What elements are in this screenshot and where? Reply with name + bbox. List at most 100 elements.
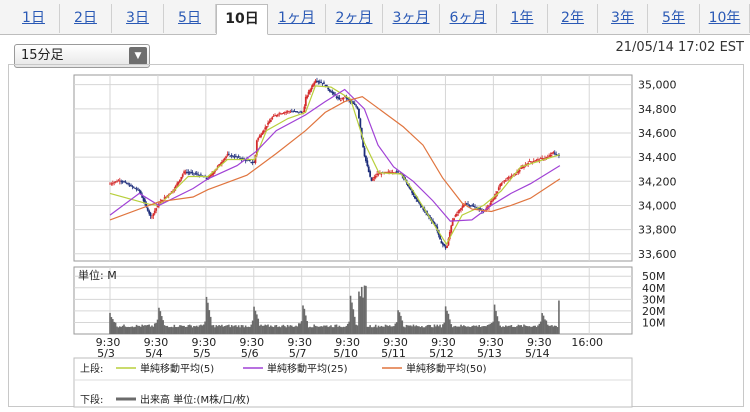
candle-body — [517, 171, 520, 173]
volume-bar — [404, 327, 406, 334]
volume-bar — [432, 327, 434, 334]
tab-3[interactable]: 5日 — [164, 4, 216, 33]
candle-body — [411, 190, 413, 193]
volume-bar — [146, 324, 149, 334]
volume-bar — [528, 326, 531, 334]
tab-11[interactable]: 3年 — [598, 4, 648, 33]
candle-body — [546, 156, 549, 158]
candle-body — [220, 162, 223, 164]
volume-bar — [162, 320, 164, 334]
candle-body — [446, 245, 448, 248]
volume-bar — [380, 325, 383, 334]
volume-bar — [325, 325, 328, 334]
candle-body — [216, 166, 219, 168]
tab-6[interactable]: 2ヶ月 — [326, 4, 383, 33]
candle-body — [227, 153, 230, 155]
candle-body — [514, 174, 517, 176]
volume-bar — [302, 305, 304, 334]
volume-bar — [488, 324, 490, 334]
candle-body — [303, 106, 306, 113]
candle-body — [352, 102, 355, 104]
candle-body — [335, 96, 338, 98]
volume-bar — [228, 324, 230, 334]
candle-body — [248, 160, 251, 162]
candle-body — [268, 121, 271, 124]
candle-body — [226, 154, 229, 156]
volume-bar — [295, 325, 297, 334]
volume-bar — [163, 325, 166, 334]
volume-bar — [125, 327, 128, 334]
x-tick-date: 5/12 — [429, 347, 454, 360]
candle-body — [507, 177, 510, 179]
tab-10[interactable]: 2年 — [548, 4, 598, 33]
tab-1[interactable]: 2日 — [60, 4, 112, 33]
volume-bar — [506, 326, 508, 334]
volume-bar — [527, 326, 529, 334]
volume-bar — [242, 325, 244, 334]
tab-5[interactable]: 1ヶ月 — [268, 4, 326, 33]
candle-body — [295, 111, 297, 113]
volume-bar — [538, 323, 541, 334]
volume-bar — [443, 322, 446, 334]
volume-bar — [489, 323, 492, 334]
volume-bar — [383, 326, 385, 334]
chevron-down-icon[interactable]: ▼ — [129, 47, 147, 65]
volume-bar — [342, 326, 345, 334]
volume-bar — [142, 325, 145, 334]
y-tick-label: 35,000 — [638, 79, 677, 92]
candle-body — [316, 80, 318, 82]
candle-body — [330, 91, 332, 93]
candle-body — [363, 147, 366, 157]
volume-bar — [425, 326, 427, 334]
volume-bar — [502, 326, 504, 334]
volume-y-tick-label: 30M — [642, 293, 666, 306]
candle-body — [373, 176, 376, 179]
volume-bar — [110, 317, 113, 334]
candle-body — [188, 172, 191, 174]
volume-bar — [402, 326, 405, 334]
y-tick-label: 33,800 — [638, 224, 677, 237]
volume-bar — [194, 326, 197, 334]
volume-bar — [349, 295, 352, 334]
volume-bar — [468, 326, 471, 334]
volume-bar — [429, 325, 432, 334]
volume-bar — [208, 310, 211, 334]
tab-2[interactable]: 3日 — [112, 4, 164, 33]
candle-body — [337, 96, 339, 99]
candle-body — [492, 199, 495, 201]
volume-bar — [426, 325, 429, 334]
candle-body — [440, 240, 443, 244]
volume-bar — [247, 326, 250, 334]
candle-body — [391, 172, 394, 174]
candle-body — [548, 155, 551, 157]
volume-bar — [414, 326, 416, 334]
candle-body — [555, 154, 558, 156]
candle-body — [504, 180, 507, 182]
volume-bar — [553, 325, 556, 334]
volume-bar — [198, 325, 201, 334]
candle-body — [358, 108, 360, 119]
volume-bar — [387, 326, 390, 334]
volume-bar — [521, 326, 524, 334]
volume-bar — [289, 325, 292, 334]
candle-body — [229, 155, 232, 157]
tab-12[interactable]: 5年 — [648, 4, 700, 33]
tab-7[interactable]: 3ヶ月 — [383, 4, 440, 33]
volume-bar — [518, 325, 521, 334]
tab-0[interactable]: 1日 — [8, 4, 60, 33]
volume-bar — [327, 327, 329, 334]
volume-bar — [390, 326, 392, 334]
tab-9[interactable]: 1年 — [497, 4, 548, 33]
tab-4[interactable]: 10日 — [216, 4, 268, 35]
volume-bar — [470, 327, 472, 334]
volume-bar — [180, 325, 183, 334]
candle-body — [415, 196, 418, 200]
candle-body — [469, 205, 472, 207]
candle-body — [293, 111, 296, 112]
candle-body — [191, 172, 194, 173]
candle-body — [260, 134, 262, 137]
candle-body — [267, 122, 269, 125]
candle-body — [310, 87, 313, 91]
tab-8[interactable]: 6ヶ月 — [440, 4, 497, 33]
volume-bar — [172, 327, 174, 334]
